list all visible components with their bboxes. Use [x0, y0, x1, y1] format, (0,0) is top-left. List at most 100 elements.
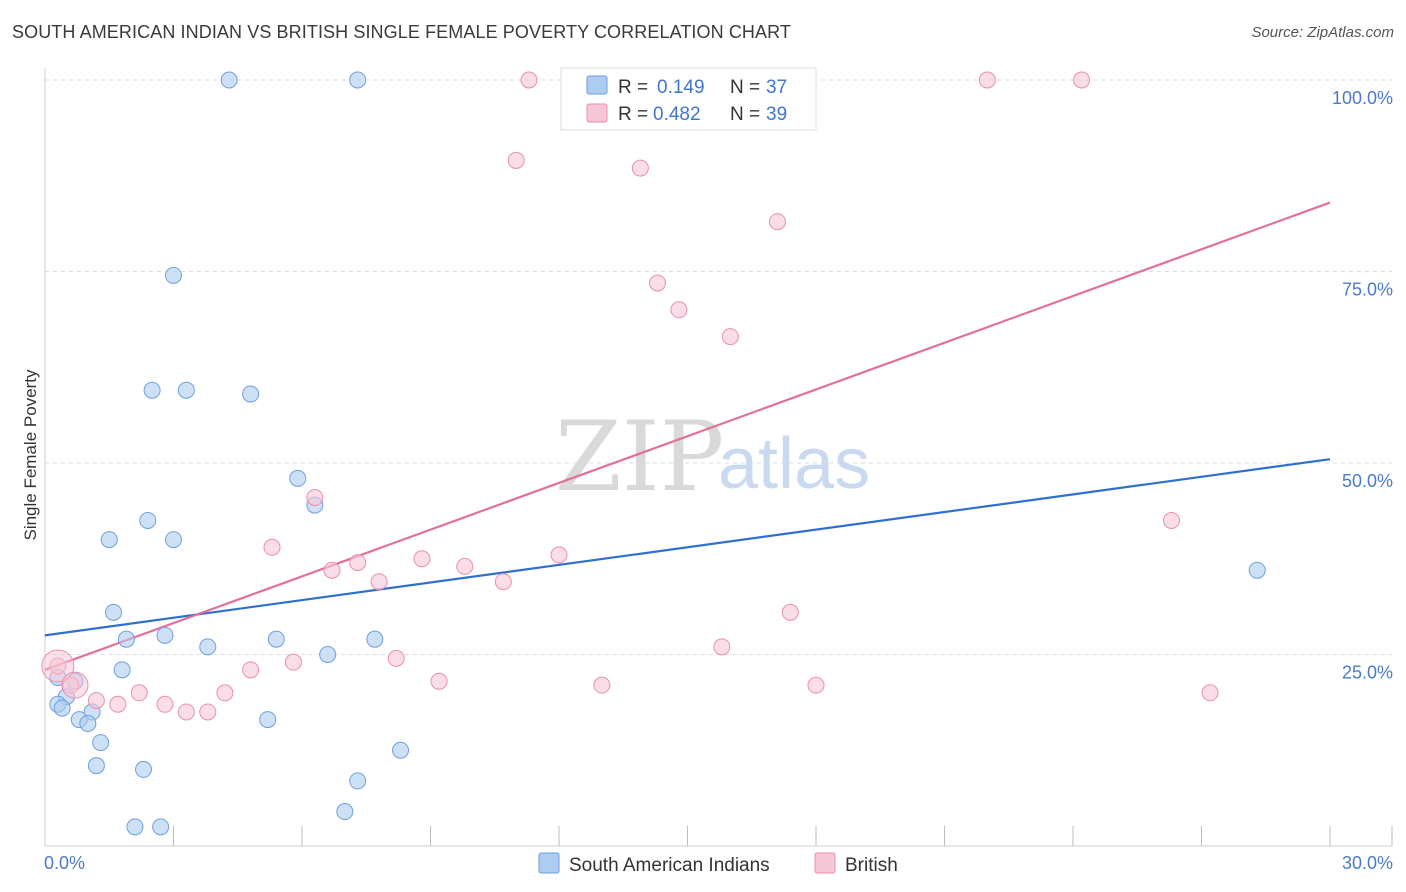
blue-data-point: [156, 626, 174, 644]
trend-lines: [44, 201, 1331, 671]
legend-swatch-blue: [586, 75, 608, 95]
blue-data-point: [349, 772, 367, 790]
pink-data-point: [349, 554, 367, 572]
pink-data-point: [387, 649, 405, 667]
pink-data-point: [1073, 71, 1091, 89]
pink-data-point: [649, 274, 667, 292]
y-tick-label: 75.0%: [1342, 280, 1393, 300]
blue-data-point: [349, 71, 367, 89]
pink-data-point: [216, 684, 234, 702]
pink-data-point: [370, 573, 388, 591]
pink-data-point: [1201, 684, 1219, 702]
pink-data-point: [1163, 511, 1181, 529]
legend-n-label-pink: N =: [730, 104, 760, 125]
pink-data-point: [713, 638, 731, 656]
blue-data-point: [105, 603, 123, 621]
pink-data-point: [284, 653, 302, 671]
blue-data-point: [165, 266, 182, 284]
x-tick-label-max: 30.0%: [1342, 853, 1393, 873]
legend-swatch-pink: [586, 103, 608, 123]
pink-data-point: [109, 695, 127, 713]
grid: [45, 79, 1392, 655]
bottom-legend-swatch-pink: [814, 852, 836, 874]
pink-data-point: [494, 573, 512, 591]
x-tick-label-min: 0.0%: [44, 853, 85, 873]
pink-data-point: [768, 213, 786, 231]
blue-data-point: [92, 734, 110, 752]
blue-data-point: [165, 531, 182, 549]
axes: 25.0% 50.0% 75.0% 100.0%: [44, 68, 1393, 847]
blue-data-point: [100, 531, 118, 549]
pink-data-point: [156, 695, 174, 713]
bottom-legend-swatch-blue: [538, 852, 560, 874]
blue-data-point: [139, 511, 157, 529]
pink-data-point: [721, 328, 739, 346]
bottom-legend-label-blue: South American Indians: [569, 855, 770, 876]
blue-data-point: [117, 630, 135, 648]
pink-data-point: [807, 676, 825, 694]
pink-data-point-large: [61, 671, 89, 699]
pink-data-point-large: [41, 649, 75, 683]
blue-data-point: [126, 818, 144, 836]
blue-data-point: [1248, 561, 1266, 579]
blue-data-point: [199, 638, 217, 656]
blue-data-point: [336, 803, 354, 821]
blue-data-point: [259, 711, 277, 729]
legend-n-label-blue: N =: [730, 77, 760, 98]
chart-source: Source: ZipAtlas.com: [1251, 24, 1394, 41]
pink-data-point: [199, 703, 217, 721]
watermark-atlas: atlas: [718, 424, 870, 504]
pink-data-point: [978, 71, 996, 89]
bottom-legend: South American Indians British: [538, 852, 898, 876]
pink-data-point: [413, 550, 431, 568]
legend-n-value-blue: 37: [766, 77, 787, 98]
blue-data-point: [366, 630, 384, 648]
legend-r-label-blue: R =: [618, 77, 648, 98]
pink-data-point: [631, 159, 649, 177]
blue-data-point: [87, 757, 105, 775]
pink-data-point: [456, 557, 474, 575]
pink-data-point: [507, 151, 525, 169]
blue-data-point: [53, 699, 71, 717]
watermark: ZIP atlas: [555, 401, 870, 513]
blue-data-point: [113, 661, 131, 679]
pink-data-point: [130, 684, 148, 702]
blue-data-point: [242, 385, 260, 403]
chart-title: SOUTH AMERICAN INDIAN VS BRITISH SINGLE …: [12, 22, 792, 42]
pink-data-point: [593, 676, 611, 694]
y-tick-label: 25.0%: [1342, 663, 1393, 683]
y-axis-label: Single Female Poverty: [21, 369, 40, 541]
pink-data-point: [670, 301, 688, 319]
pink-data-point: [430, 672, 448, 690]
blue-data-point: [152, 818, 170, 836]
pink-data-point: [520, 71, 538, 89]
bottom-legend-label-pink: British: [845, 855, 898, 876]
pink-data-point: [550, 546, 568, 564]
legend-r-value-blue: 0.149: [657, 77, 705, 98]
y-tick-label: 100.0%: [1332, 88, 1393, 108]
blue-data-point: [143, 381, 161, 399]
blue-data-point: [135, 760, 153, 778]
trend-line-blue: [44, 458, 1331, 637]
pink-data-point: [242, 661, 260, 679]
pink-data-point: [781, 603, 799, 621]
watermark-zip: ZIP: [555, 401, 724, 513]
blue-data-point: [267, 630, 285, 648]
blue-data-point: [177, 381, 195, 399]
trend-line-pink: [44, 201, 1331, 671]
stats-legend: R = 0.149 N = 37 R = 0.482 N = 39: [560, 67, 817, 131]
pink-data-point: [323, 561, 341, 579]
blue-data-point: [289, 469, 307, 487]
legend-r-label-pink: R =: [618, 104, 648, 125]
legend-n-value-pink: 39: [766, 104, 787, 125]
blue-data-point: [392, 741, 410, 759]
blue-data-point: [79, 714, 97, 732]
legend-r-value-pink: 0.482: [653, 104, 701, 125]
pink-data-point: [87, 691, 105, 709]
pink-data-point: [177, 703, 195, 721]
blue-data-point: [319, 646, 337, 663]
pink-data-point: [306, 488, 324, 506]
y-tick-label: 50.0%: [1342, 471, 1393, 491]
pink-data-point: [263, 538, 281, 556]
